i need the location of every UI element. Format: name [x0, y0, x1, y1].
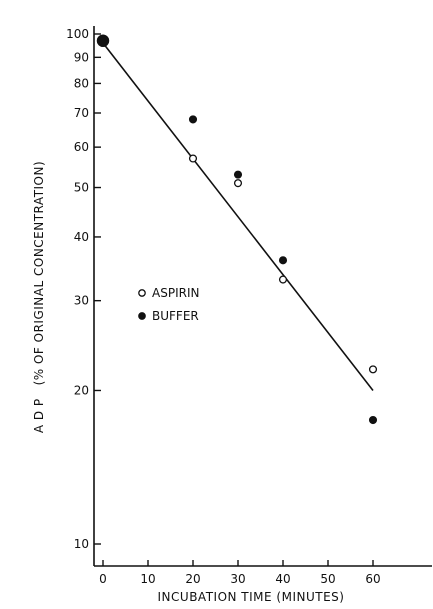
y-tick-label: 80 — [74, 76, 89, 90]
aspirin-point — [278, 275, 288, 284]
y-tick-label: 90 — [74, 50, 89, 64]
y-tick-label: 50 — [74, 181, 89, 195]
x-axis-label: INCUBATION TIME (MINUTES) — [158, 590, 345, 604]
aspirin-point — [368, 365, 378, 374]
x-tick-label: 60 — [365, 572, 380, 586]
buffer-point — [96, 34, 110, 47]
aspirin-point — [188, 154, 198, 163]
legend: ASPIRIN BUFFER — [138, 286, 199, 323]
y-tick-label: 100 — [66, 27, 89, 41]
buffer-point — [368, 416, 378, 425]
fit-line-group — [102, 42, 374, 391]
regression-line — [102, 42, 374, 391]
y-tick-label: 60 — [74, 140, 89, 154]
x-tick-label: 50 — [320, 572, 335, 586]
legend-aspirin-marker — [138, 289, 146, 297]
legend-aspirin-label: ASPIRIN — [152, 286, 199, 300]
x-tick-label: 20 — [185, 572, 200, 586]
aspirin-point — [233, 179, 243, 188]
x-tick-label: 10 — [140, 572, 155, 586]
x-tick-label: 30 — [230, 572, 245, 586]
buffer-point — [278, 256, 288, 265]
y-tick-label: 70 — [74, 106, 89, 120]
buffer-point — [233, 170, 243, 179]
data-points — [96, 34, 378, 425]
x-tick-label: 0 — [99, 572, 107, 586]
y-axis-label: A D P (% OF ORIGINAL CONCENTRATION) — [32, 161, 46, 433]
legend-buffer-marker — [138, 312, 146, 320]
y-tick-label: 40 — [74, 230, 89, 244]
axes — [93, 26, 432, 567]
buffer-point — [188, 115, 198, 124]
y-tick-label: 20 — [74, 383, 89, 397]
y-tick-label: 30 — [74, 294, 89, 308]
x-ticks: 0 10 20 30 40 50 60 — [99, 560, 381, 586]
legend-buffer-label: BUFFER — [152, 309, 199, 323]
x-tick-label: 40 — [275, 572, 290, 586]
y-tick-label: 10 — [74, 537, 89, 551]
y-ticks: 10 20 30 40 50 60 70 80 90 100 — [66, 27, 101, 551]
